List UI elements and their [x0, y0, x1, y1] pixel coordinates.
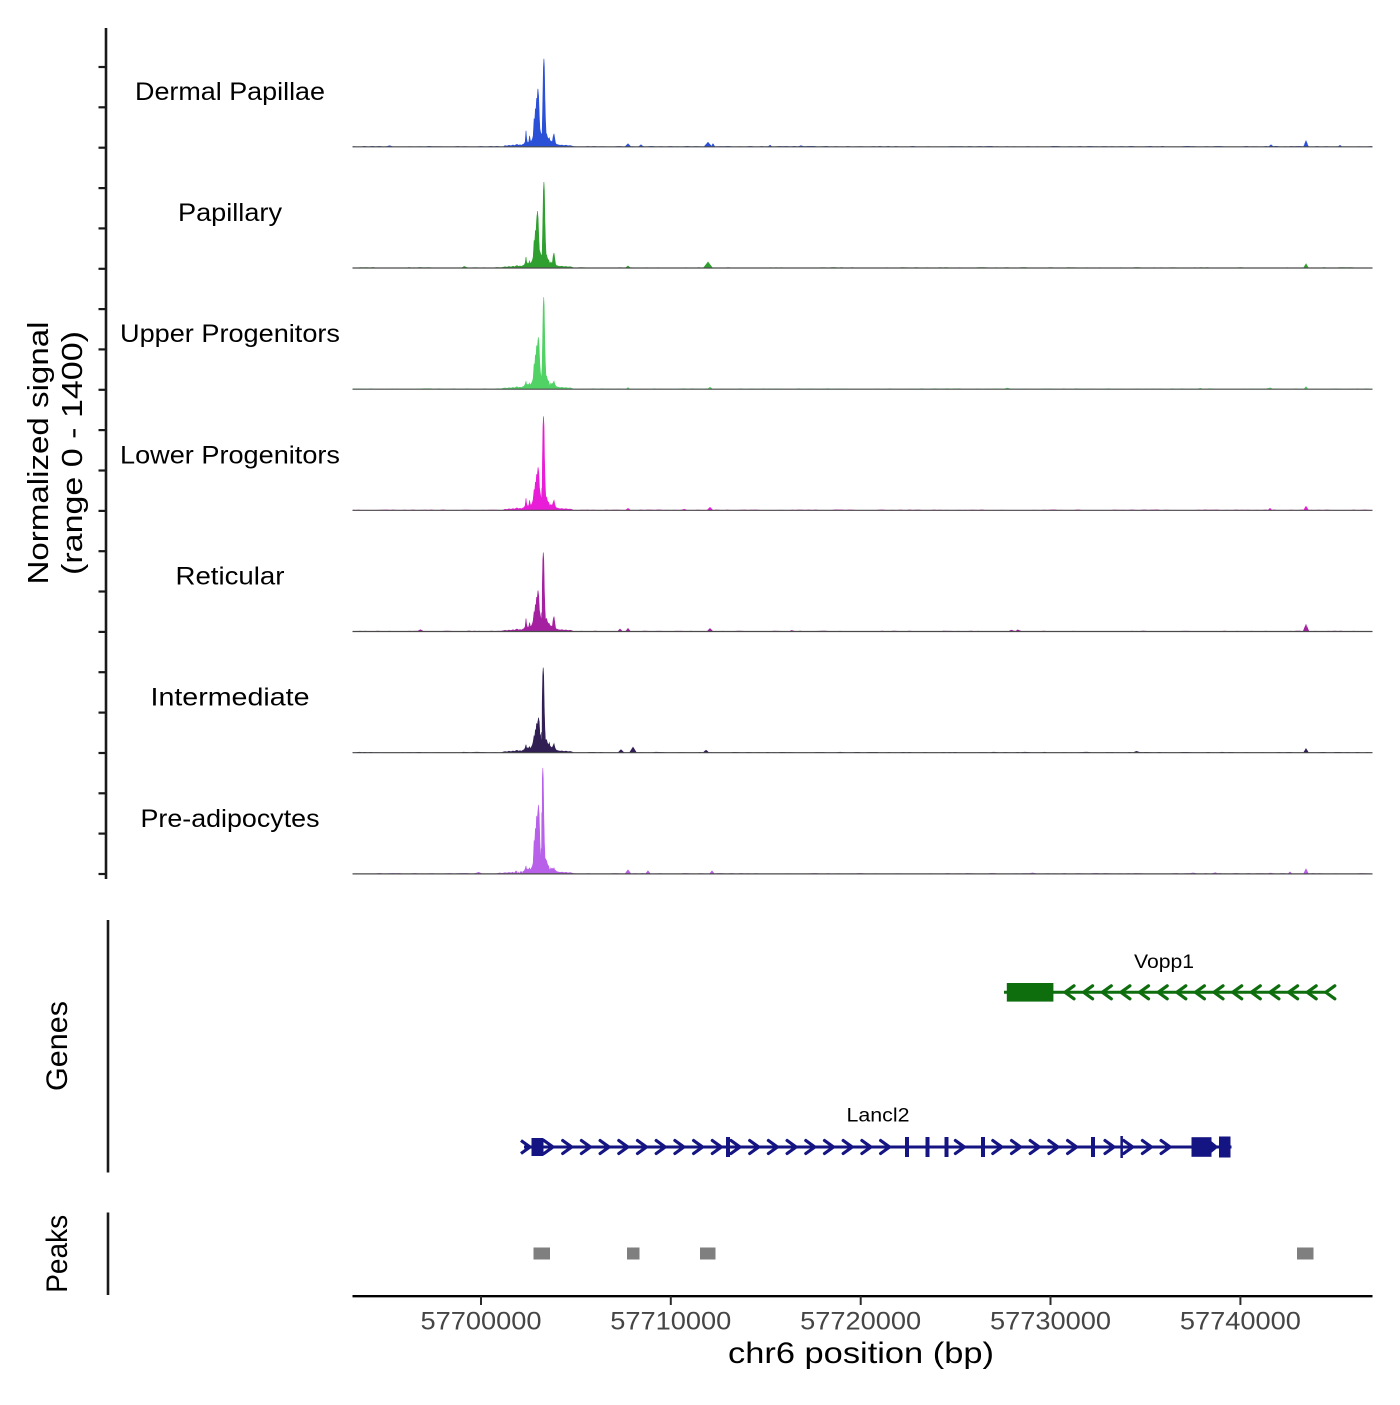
svg-text:Peaks: Peaks	[41, 1215, 74, 1293]
svg-text:Lancl2: Lancl2	[847, 1106, 910, 1127]
svg-text:57740000: 57740000	[1180, 1308, 1301, 1336]
svg-text:Genes: Genes	[41, 1001, 74, 1091]
svg-text:Lower Progenitors: Lower Progenitors	[120, 441, 340, 469]
svg-text:Vopp1: Vopp1	[1134, 952, 1194, 973]
svg-text:Reticular: Reticular	[176, 563, 285, 591]
svg-text:Upper Progenitors: Upper Progenitors	[120, 320, 340, 348]
svg-text:57720000: 57720000	[800, 1308, 921, 1336]
svg-text:Dermal Papillae: Dermal Papillae	[135, 78, 325, 106]
svg-text:57700000: 57700000	[421, 1308, 542, 1336]
svg-text:Pre-adipocytes: Pre-adipocytes	[141, 805, 320, 833]
svg-text:57710000: 57710000	[610, 1308, 731, 1336]
svg-text:Normalized signal: Normalized signal	[23, 322, 55, 585]
svg-text:Papillary: Papillary	[178, 199, 283, 227]
svg-text:(range 0 - 1400): (range 0 - 1400)	[57, 331, 89, 575]
svg-text:Intermediate: Intermediate	[151, 684, 310, 712]
svg-text:chr6 position (bp): chr6 position (bp)	[728, 1337, 994, 1370]
svg-text:57730000: 57730000	[990, 1308, 1111, 1336]
